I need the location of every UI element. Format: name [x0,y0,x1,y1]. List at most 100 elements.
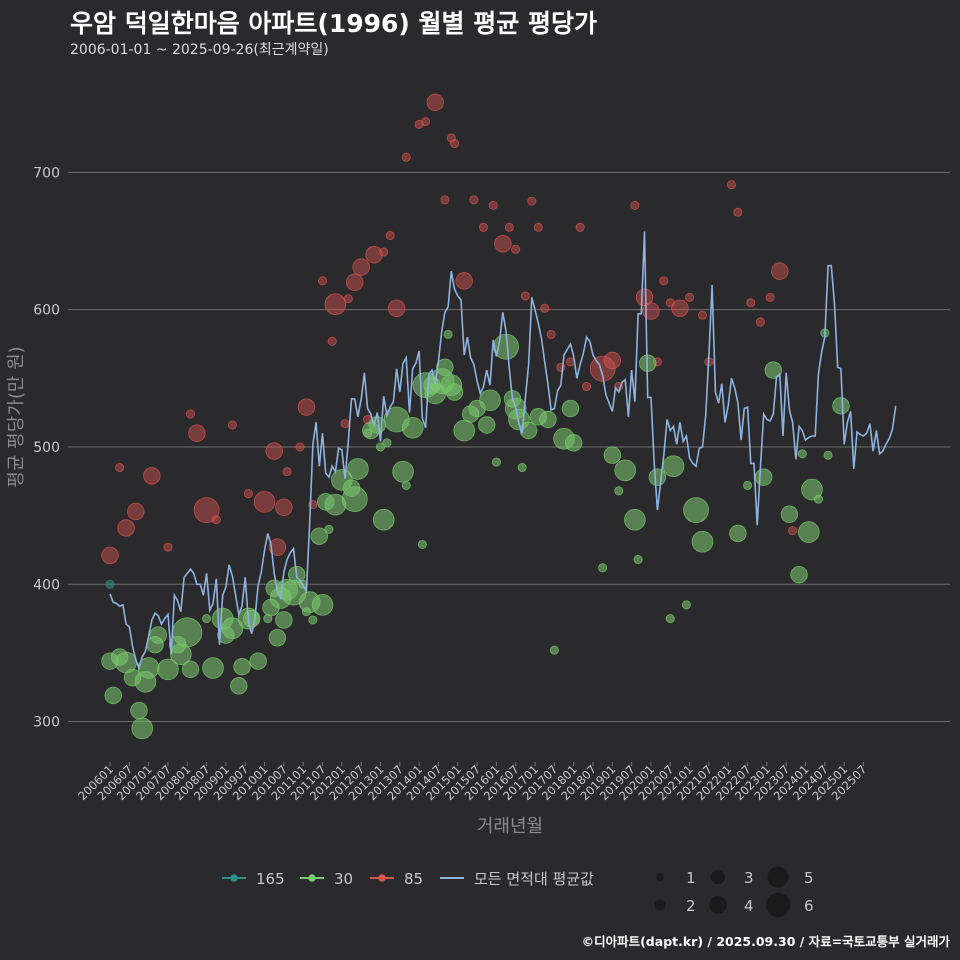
legend-key-dot [308,874,316,882]
point-85 [275,498,293,517]
legend-label-30: 30 [334,870,353,888]
legend-size-dot [765,892,791,918]
point-30 [347,458,369,480]
point-85 [446,133,456,143]
point-85 [479,222,489,232]
point-30 [202,657,224,679]
point-85 [101,546,119,565]
legend-key-dot [378,874,386,882]
point-30 [181,660,200,679]
point-30 [230,677,248,695]
point-85 [533,222,543,232]
point-85 [755,317,765,327]
point-85 [117,519,135,537]
point-85 [127,502,145,521]
point-85 [327,336,337,346]
point-85 [603,351,622,370]
point-30 [790,565,808,584]
point-85 [494,235,512,253]
point-85 [520,291,530,301]
point-30 [648,468,667,486]
point-30 [479,389,501,412]
legend-label-165: 165 [256,870,285,888]
point-30 [665,614,675,624]
point-30 [603,446,622,464]
page-title: 우암 덕일한마음 아파트(1996) 월별 평균 평당가 [70,9,597,38]
point-30 [729,524,747,543]
point-85 [440,195,450,205]
point-30 [564,434,583,452]
legend-size-label: 4 [744,897,754,915]
point-30 [445,383,464,401]
point-30 [157,658,179,681]
point-30 [764,361,783,379]
point-85 [401,152,411,162]
point-85 [488,200,498,210]
point-30 [662,455,685,477]
point-85 [450,139,460,149]
point-85 [227,420,237,430]
page-subtitle: 2006-01-01 ~ 2025-09-26(최근계약일) [70,42,329,58]
point-30 [308,615,318,625]
legend-size-dot [710,869,726,885]
point-85 [659,276,669,286]
series-85-points [101,93,798,565]
point-30 [614,459,636,482]
legend-size-label: 5 [804,869,814,887]
point-30 [130,701,148,720]
legend-size-label: 3 [744,869,754,887]
point-85 [318,276,328,286]
point-30 [149,626,168,644]
point-85 [115,463,125,473]
point-85 [365,246,383,264]
point-85 [733,207,743,217]
point-85 [421,117,431,127]
point-85 [671,299,689,317]
point-30 [249,652,267,670]
point-30 [780,505,799,523]
point-85 [188,424,206,442]
point-30 [268,629,287,647]
point-85 [243,489,253,499]
point-85 [426,93,444,112]
legend-size-dot [656,873,664,881]
legend-label-avg: 모든 면적대 평균값 [474,870,594,888]
point-30 [392,460,414,483]
point-30 [561,399,580,418]
point-85 [630,200,640,210]
point-30 [401,416,424,439]
point-30 [491,457,501,467]
x-axis-label: 거래년월 [477,816,543,837]
point-85 [379,247,389,257]
legend-size-label: 2 [686,897,696,915]
point-85 [469,195,479,205]
point-30 [311,594,334,616]
point-30 [633,555,643,565]
point-85 [253,491,276,513]
point-30 [549,645,559,655]
point-30 [624,508,646,531]
y-tick-label: 300 [33,715,60,731]
point-85 [346,273,364,291]
x-axis-ticks: 2006012006072007012007072008012008072009… [75,762,870,803]
point-30 [754,468,773,486]
point-30 [324,524,334,534]
point-85 [546,329,556,339]
point-85 [340,419,350,429]
point-85 [527,196,537,206]
point-85 [697,310,707,320]
legend-size-dot [709,896,727,914]
point-30 [375,442,385,452]
point-30 [202,614,212,624]
point-30 [341,486,368,513]
point-30 [517,463,527,473]
point-30 [417,539,427,549]
point-85 [726,180,736,190]
point-30 [832,397,850,415]
point-30 [813,494,823,504]
point-85 [582,382,592,392]
point-85 [282,467,292,477]
point-30 [691,530,714,553]
point-85 [455,272,473,290]
